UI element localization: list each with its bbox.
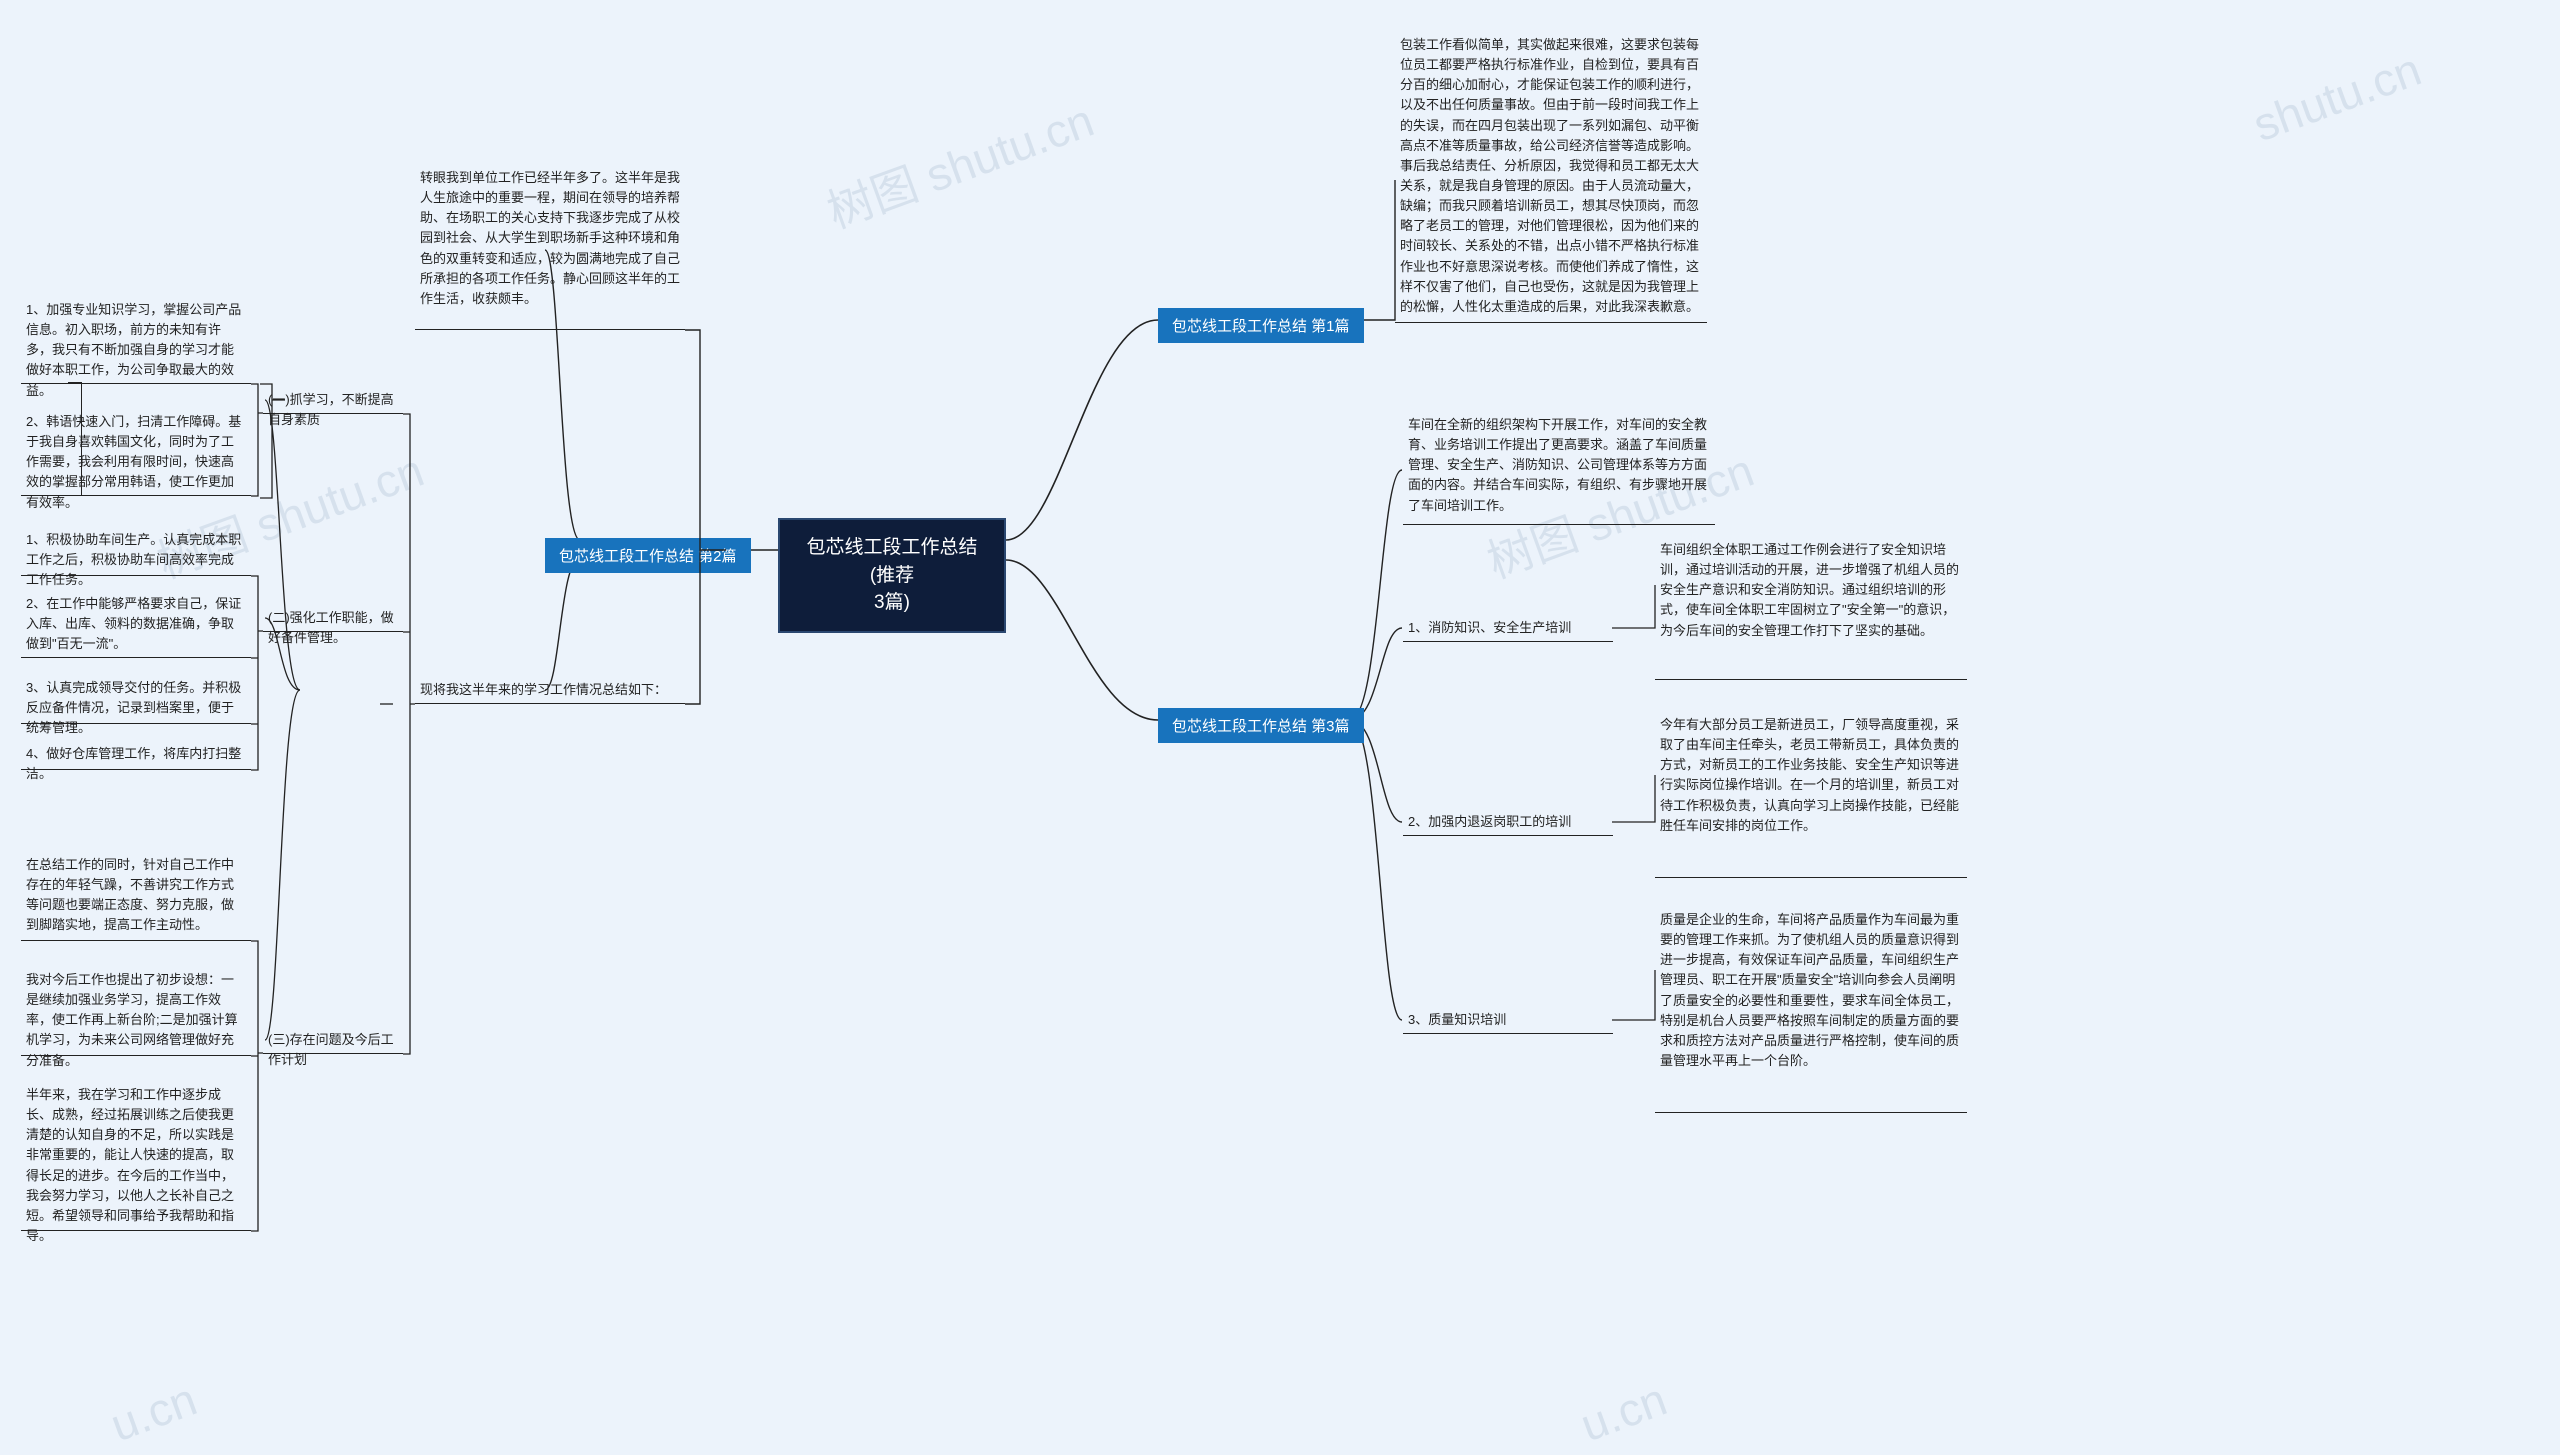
watermark: u.cn (103, 1372, 203, 1452)
root-node: 包芯线工段工作总结(推荐 3篇) (778, 518, 1006, 633)
branch-1: 包芯线工段工作总结 第1篇 (1158, 308, 1364, 343)
root-title-line1: 包芯线工段工作总结(推荐 (802, 534, 982, 589)
root-title-line2: 3篇) (802, 589, 982, 617)
watermark: u.cn (1573, 1372, 1673, 1452)
watermark: 树图 shutu.cn (817, 84, 1101, 241)
watermark: shutu.cn (2246, 42, 2428, 152)
branch-2: 包芯线工段工作总结 第2篇 (545, 538, 751, 573)
branch-3: 包芯线工段工作总结 第3篇 (1158, 708, 1364, 743)
